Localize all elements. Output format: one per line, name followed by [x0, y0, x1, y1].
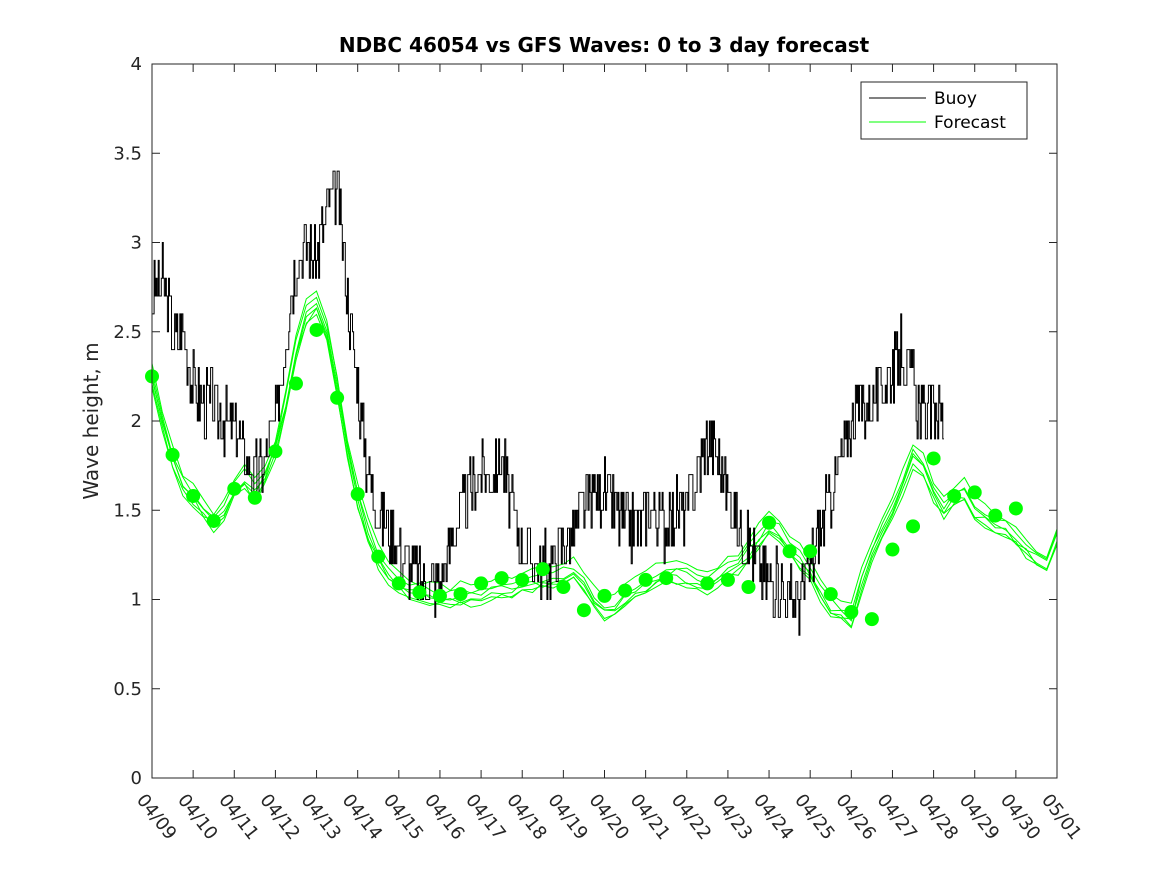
buoy-series-group	[152, 170, 944, 636]
legend-box	[860, 81, 1028, 140]
y-tick-label: 2	[131, 411, 142, 432]
forecast-marker	[720, 572, 735, 587]
forecast-marker	[947, 488, 962, 503]
forecast-marker	[453, 587, 468, 602]
buoy-line	[152, 170, 944, 636]
forecast-marker	[782, 544, 797, 559]
forecast-run-line	[151, 296, 1058, 613]
forecast-marker	[844, 604, 859, 619]
y-axis: 0 0.5 1 1.5 2 2.5 3 3.5 4	[113, 54, 1057, 789]
forecast-markers-group	[145, 322, 1023, 627]
forecast-marker	[432, 588, 447, 603]
forecast-marker	[885, 542, 900, 557]
forecast-marker	[247, 490, 262, 505]
forecast-marker	[926, 451, 941, 466]
forecast-marker	[823, 587, 838, 602]
forecast-marker	[576, 603, 591, 618]
plot-area	[152, 64, 1057, 778]
forecast-marker	[638, 572, 653, 587]
forecast-marker	[206, 513, 221, 528]
forecast-marker	[618, 583, 633, 598]
chart-title: NDBC 46054 vs GFS Waves: 0 to 3 day fore…	[339, 33, 870, 57]
y-axis-label: Wave height, m	[79, 342, 103, 499]
forecast-marker	[906, 519, 921, 534]
forecast-marker	[371, 549, 386, 564]
y-tick-label: 3	[131, 233, 142, 254]
forecast-marker	[515, 572, 530, 587]
forecast-marker	[350, 487, 365, 502]
forecast-marker	[597, 588, 612, 603]
legend: Buoy Forecast	[860, 81, 1028, 140]
forecast-marker	[741, 580, 756, 595]
legend-label-buoy: Buoy	[934, 89, 977, 109]
forecast-marker	[556, 580, 571, 595]
y-tick-label: 2.5	[113, 322, 142, 343]
y-tick-label: 3.5	[113, 143, 142, 164]
forecast-marker	[288, 376, 303, 391]
forecast-marker	[165, 447, 180, 462]
y-tick-label: 0.5	[113, 679, 142, 700]
forecast-marker	[494, 571, 509, 586]
forecast-run-line	[151, 306, 1058, 628]
forecast-marker	[988, 508, 1003, 523]
legend-label-forecast: Forecast	[934, 113, 1006, 133]
forecast-series-group	[151, 290, 1058, 629]
forecast-marker	[309, 322, 324, 337]
y-tick-label: 0	[131, 768, 142, 789]
forecast-marker	[535, 562, 550, 577]
forecast-marker	[967, 485, 982, 500]
forecast-marker	[268, 444, 283, 459]
forecast-marker	[391, 576, 406, 591]
y-tick-label: 4	[131, 54, 142, 75]
forecast-marker	[762, 515, 777, 530]
forecast-marker	[864, 612, 879, 627]
forecast-marker	[186, 488, 201, 503]
forecast-marker	[803, 544, 818, 559]
forecast-marker	[700, 576, 715, 591]
y-tick-label: 1	[131, 590, 142, 611]
forecast-marker	[1008, 501, 1023, 516]
forecast-marker	[330, 390, 345, 405]
forecast-marker	[227, 481, 242, 496]
forecast-marker	[412, 585, 427, 600]
forecast-marker	[659, 571, 674, 586]
forecast-marker	[474, 576, 489, 591]
forecast-run-line	[151, 302, 1058, 622]
y-tick-label: 1.5	[113, 500, 142, 521]
